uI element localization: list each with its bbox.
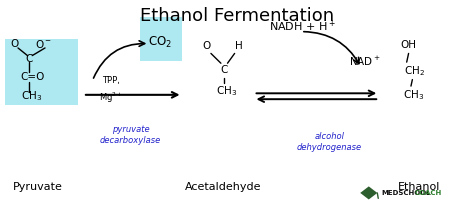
Text: Mg$^{2+}$: Mg$^{2+}$ [100, 91, 123, 105]
Text: COACH: COACH [414, 190, 441, 196]
Text: Ethanol Fermentation: Ethanol Fermentation [140, 7, 334, 25]
Text: MEDSCHOOL: MEDSCHOOL [382, 190, 431, 196]
Text: Acetaldehyde: Acetaldehyde [184, 182, 261, 192]
Text: TPP,: TPP, [102, 76, 120, 85]
Text: Ethanol: Ethanol [398, 182, 441, 192]
Text: NAD$^+$: NAD$^+$ [349, 54, 381, 68]
Text: O: O [202, 41, 210, 51]
Text: CH$_3$: CH$_3$ [216, 85, 237, 99]
Text: C: C [26, 54, 33, 64]
Text: alcohol: alcohol [314, 132, 345, 141]
Text: CH$_2$: CH$_2$ [404, 64, 425, 78]
Polygon shape [360, 186, 377, 199]
Text: NADH + H$^+$: NADH + H$^+$ [269, 19, 336, 34]
Text: C: C [220, 65, 228, 75]
Text: OH: OH [401, 40, 417, 50]
Text: O: O [10, 39, 18, 49]
Text: CH$_3$: CH$_3$ [403, 88, 424, 102]
Text: CH$_3$: CH$_3$ [21, 89, 42, 103]
FancyBboxPatch shape [5, 39, 78, 105]
Text: O$^-$: O$^-$ [35, 37, 52, 50]
Text: H: H [236, 41, 243, 51]
Text: decarboxylase: decarboxylase [100, 136, 161, 145]
Text: pyruvate: pyruvate [111, 125, 149, 134]
Text: dehydrogenase: dehydrogenase [297, 143, 362, 152]
FancyBboxPatch shape [140, 17, 182, 61]
Text: CO$_2$: CO$_2$ [148, 35, 172, 50]
Text: Pyruvate: Pyruvate [13, 182, 63, 192]
Text: C=O: C=O [21, 72, 45, 82]
